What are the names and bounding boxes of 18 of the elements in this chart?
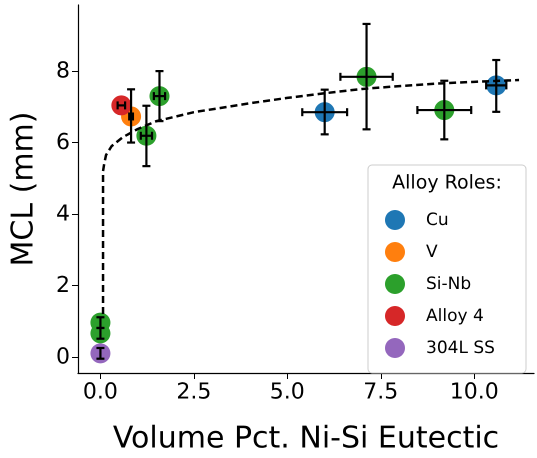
y-tick-label: 2: [56, 272, 70, 298]
legend-label: V: [426, 242, 438, 262]
x-tick-label: 0.0: [82, 380, 118, 404]
legend-label: 304L SS: [426, 338, 495, 358]
legend-label: Cu: [426, 210, 449, 230]
legend-label: Si-Nb: [426, 274, 472, 294]
legend-label: Alloy 4: [426, 306, 484, 326]
x-axis-title: Volume Pct. Ni-Si Eutectic: [112, 420, 500, 456]
y-tick-label: 8: [56, 58, 70, 84]
legend-title: Alloy Roles:: [392, 172, 502, 194]
x-tick-label: 7.5: [363, 380, 398, 404]
y-axis-title: MCL (mm): [6, 112, 40, 266]
y-tick-label: 0: [56, 344, 70, 370]
y-tick-label: 6: [56, 130, 70, 156]
y-tick-label: 4: [56, 202, 70, 227]
x-tick-label: 5.0: [270, 380, 305, 404]
x-tick-label: 2.5: [176, 380, 212, 404]
x-tick-label: 10.0: [450, 380, 499, 404]
